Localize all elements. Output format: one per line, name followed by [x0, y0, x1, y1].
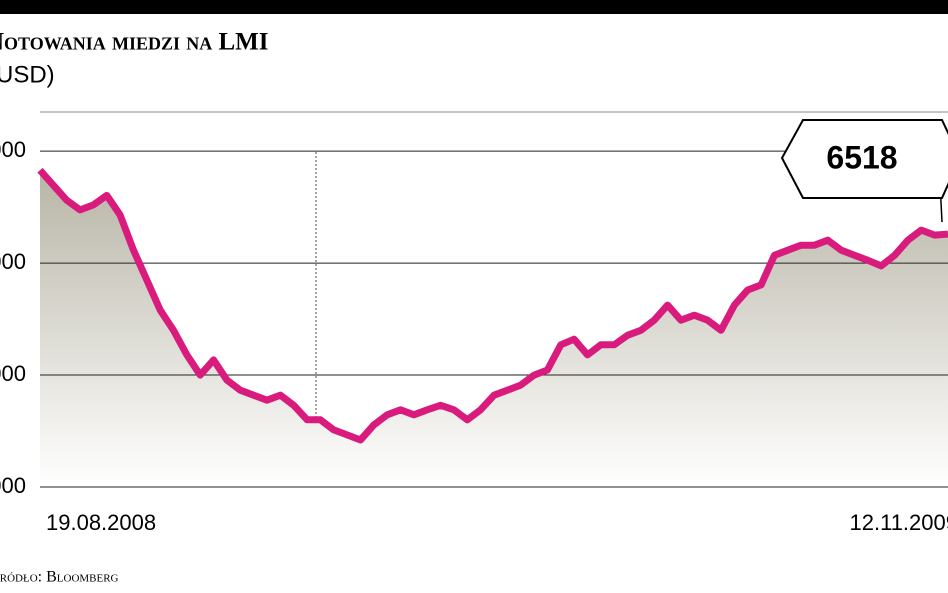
chart-title: Notowania miedzi na LMI: [0, 29, 269, 56]
y-tick-label: 2000: [0, 473, 26, 498]
top-bar: [0, 0, 948, 14]
y-tick-label: 4000: [0, 361, 26, 386]
chart-subtitle: (USD): [0, 61, 55, 88]
callout-box: [780, 119, 948, 199]
x-tick-label: 19.08.2008: [46, 510, 156, 535]
y-tick-label: 6000: [0, 249, 26, 274]
y-tick-label: 8000: [0, 137, 26, 162]
source: Źródło: Bloomberg: [0, 567, 119, 586]
callout-label: 6518: [826, 139, 897, 175]
price-line: [37, 167, 948, 444]
plot: 2000 4000 6000 8000 6518 19.08.2008 12.11.2009: [0, 111, 948, 535]
x-tick-label: 12.11.2009: [850, 510, 948, 535]
area: [40, 170, 948, 487]
